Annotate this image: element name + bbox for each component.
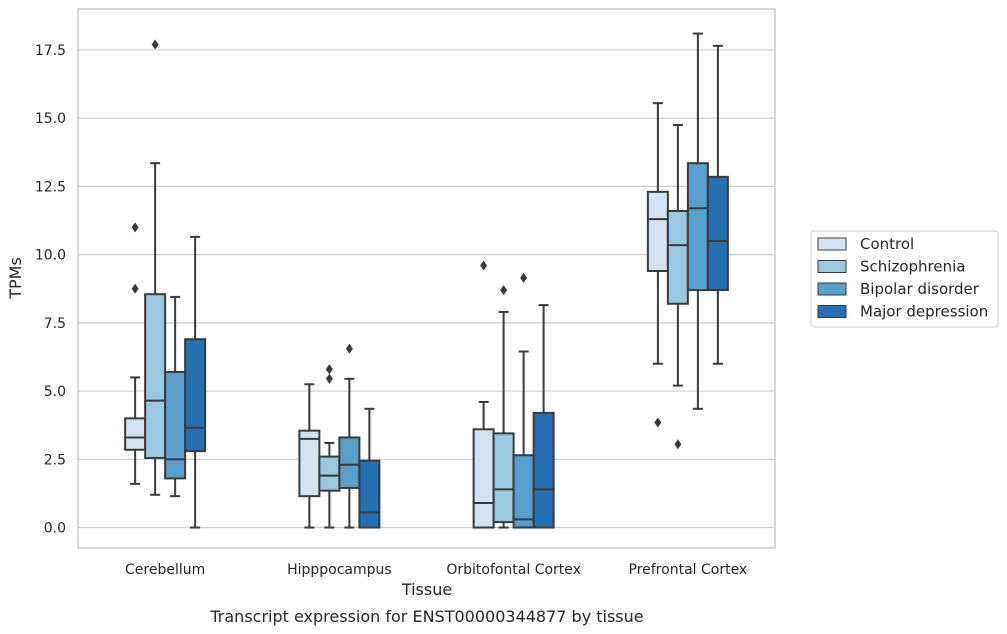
box-bipolar-disorder bbox=[164, 295, 187, 498]
y-tick-label: 0.0 bbox=[44, 521, 66, 537]
box-iqr bbox=[338, 436, 361, 489]
box-major-depression bbox=[184, 235, 207, 529]
outlier-point bbox=[480, 260, 488, 271]
outlier-point bbox=[325, 364, 333, 375]
x-tick-label: Orbitofontal Cortex bbox=[446, 562, 581, 578]
y-tick-label: 17.5 bbox=[35, 43, 66, 59]
legend-label: Schizophrenia bbox=[860, 258, 965, 276]
box-iqr bbox=[646, 190, 669, 272]
outlier-point bbox=[674, 439, 682, 450]
y-tick-label: 15.0 bbox=[35, 111, 66, 127]
outlier-point bbox=[325, 373, 333, 384]
box-iqr bbox=[358, 459, 381, 529]
legend-swatch bbox=[817, 282, 847, 296]
outlier-point bbox=[131, 222, 139, 233]
outlier-point bbox=[131, 283, 139, 294]
x-axis-label: Tissue bbox=[401, 580, 452, 599]
y-tick-label: 12.5 bbox=[35, 179, 66, 195]
box-iqr bbox=[184, 338, 207, 453]
box-bipolar-disorder bbox=[512, 272, 535, 529]
y-axis-label: TPMs bbox=[6, 257, 25, 300]
box-iqr bbox=[472, 428, 495, 529]
box-schizophrenia bbox=[666, 123, 689, 450]
box-control bbox=[298, 383, 321, 529]
legend-label: Major depression bbox=[860, 303, 988, 321]
y-tick-label: 7.5 bbox=[44, 316, 66, 332]
box-iqr bbox=[686, 162, 709, 292]
x-tick-labels: Cerebellum Hipppocampus Orbitofontal Corte… bbox=[125, 562, 747, 578]
box-iqr bbox=[298, 429, 321, 498]
x-tick-label: Cerebellum bbox=[125, 562, 205, 578]
box-bipolar-disorder bbox=[338, 343, 361, 529]
box-schizophrenia bbox=[144, 39, 167, 496]
box-bipolar-disorder bbox=[686, 32, 709, 410]
box-control bbox=[472, 260, 495, 529]
box-control bbox=[646, 102, 669, 428]
legend-label: Bipolar disorder bbox=[860, 280, 980, 298]
outlier-point bbox=[345, 343, 353, 354]
legend-swatch bbox=[817, 305, 847, 318]
box-iqr bbox=[512, 454, 535, 529]
y-tick-labels: 0.0 2.5 5.0 7.5 10.0 12.5 15.0 17.5 bbox=[35, 43, 66, 537]
x-tick-label: Prefrontal Cortex bbox=[629, 562, 748, 578]
legend-swatch bbox=[817, 260, 847, 273]
box-major-depression bbox=[706, 44, 729, 365]
box-layer bbox=[124, 32, 729, 529]
box-iqr bbox=[492, 432, 515, 524]
legend-frame bbox=[810, 230, 999, 328]
y-tick-label: 2.5 bbox=[44, 452, 66, 468]
legend-label: Control bbox=[860, 235, 914, 253]
box-iqr bbox=[164, 370, 187, 480]
box-iqr bbox=[124, 417, 147, 451]
box-schizophrenia bbox=[492, 285, 515, 529]
plot-frame bbox=[77, 8, 776, 549]
legend-swatch bbox=[817, 237, 847, 251]
box-iqr bbox=[532, 411, 555, 529]
box-schizophrenia bbox=[318, 364, 341, 529]
box-control bbox=[124, 222, 147, 485]
y-tick-label: 5.0 bbox=[44, 384, 66, 400]
box-iqr bbox=[318, 455, 341, 492]
box-iqr bbox=[144, 293, 167, 459]
outlier-point bbox=[500, 285, 508, 296]
x-tick-label: Hipppocampus bbox=[287, 562, 392, 578]
box-iqr bbox=[666, 209, 689, 305]
outlier-point bbox=[654, 417, 662, 428]
chart-caption: Transcript expression for ENST0000034487… bbox=[209, 607, 643, 626]
outlier-point bbox=[151, 39, 159, 50]
legend: Control Schizophrenia Bipolar disorder Majo… bbox=[810, 230, 999, 328]
y-tick-label: 10.0 bbox=[35, 248, 66, 264]
outlier-point bbox=[520, 272, 528, 283]
box-iqr bbox=[706, 175, 729, 292]
box-major-depression bbox=[532, 304, 555, 529]
box-major-depression bbox=[358, 407, 381, 529]
